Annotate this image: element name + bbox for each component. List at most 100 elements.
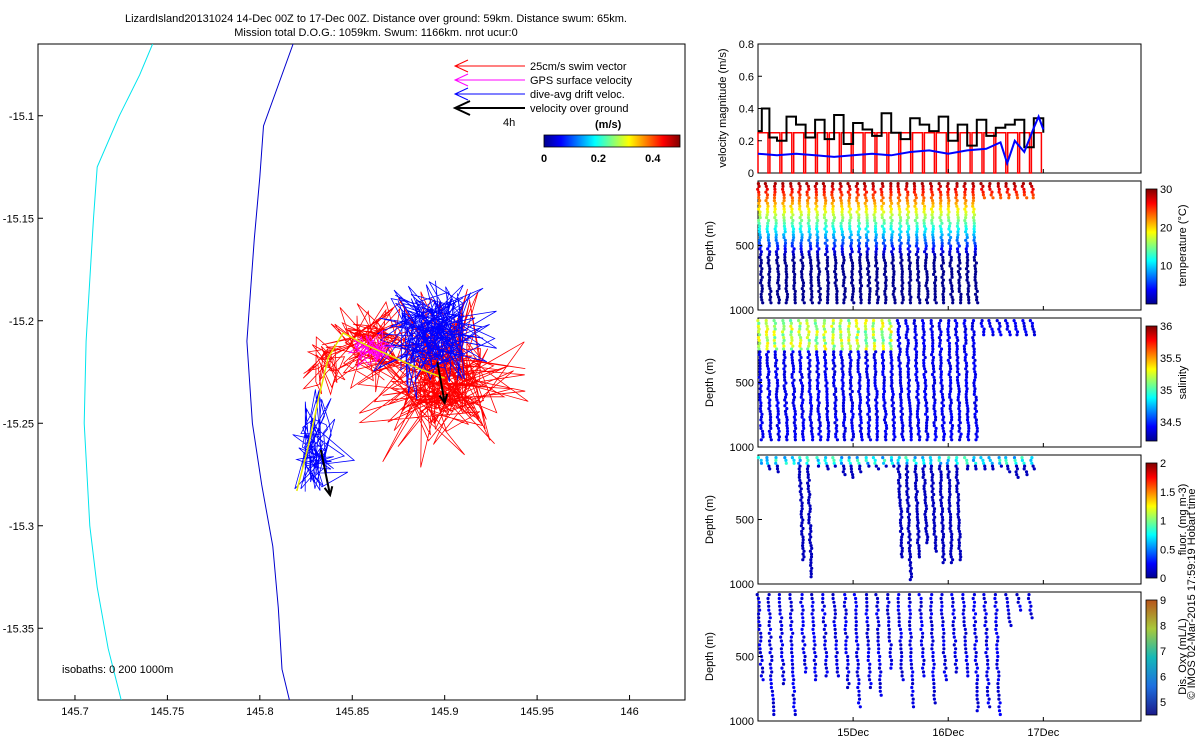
profile-point — [863, 184, 867, 188]
profile-point — [932, 375, 936, 379]
profile-point — [997, 327, 1001, 331]
profile-point — [994, 600, 998, 604]
profile-point — [792, 270, 796, 274]
profile-point — [932, 697, 937, 701]
profile-point — [817, 461, 821, 465]
profile-point — [806, 484, 811, 488]
profile-point — [963, 627, 967, 632]
profile-point — [774, 235, 778, 240]
profile-point — [889, 355, 893, 360]
profile-point — [775, 261, 779, 265]
profile-point — [959, 432, 963, 436]
profile-point — [958, 275, 962, 279]
profile-point — [760, 267, 764, 271]
profile-point — [821, 616, 826, 620]
profile-point — [913, 330, 917, 334]
profile-point — [924, 284, 928, 288]
profile-point — [774, 233, 778, 237]
profile-point — [964, 338, 968, 342]
profile-point — [798, 221, 802, 225]
profile-point — [818, 298, 823, 302]
profile-point — [775, 467, 780, 471]
profile-point — [988, 458, 992, 462]
profile-point — [815, 333, 819, 337]
profile-point — [871, 187, 875, 191]
profile-point — [1006, 608, 1010, 612]
profile-point — [897, 490, 901, 494]
profile-point — [833, 407, 837, 411]
profile-point — [881, 321, 885, 325]
profile-point — [809, 275, 813, 279]
profile-point — [855, 338, 859, 342]
profile-point — [925, 401, 929, 405]
profile-point — [839, 190, 843, 194]
profile-point — [957, 529, 962, 534]
profile-point — [776, 278, 780, 282]
profile-point — [915, 375, 919, 379]
profile-point — [972, 238, 976, 242]
profile-point — [781, 190, 785, 194]
profile-point — [810, 593, 814, 597]
profile-point — [915, 278, 920, 282]
profile-point — [854, 184, 858, 188]
profile-point — [914, 244, 919, 248]
profile-point — [1030, 456, 1034, 460]
profile-point — [941, 518, 945, 522]
profile-point — [789, 193, 793, 197]
profile-point — [834, 258, 838, 262]
profile-point — [865, 596, 869, 601]
profile-point — [855, 341, 860, 345]
profile-point — [957, 401, 962, 405]
profile-point — [947, 353, 951, 357]
profile-point — [887, 319, 891, 323]
profile-point — [823, 344, 827, 348]
profile-point — [915, 370, 919, 374]
profile-point — [958, 552, 962, 556]
profile-point — [793, 432, 798, 436]
profile-point — [806, 184, 811, 188]
map-y-tick-label: -15.1 — [9, 111, 34, 123]
profile-point — [849, 398, 854, 402]
profile-point — [933, 270, 937, 274]
profile-point — [967, 424, 971, 428]
profile-point — [832, 620, 836, 624]
profile-point — [880, 224, 885, 228]
profile-point — [766, 596, 770, 601]
profile-point — [923, 389, 927, 394]
profile-point — [850, 281, 854, 285]
profile-point — [764, 184, 768, 188]
profile-point — [788, 593, 792, 597]
profile-point — [925, 532, 929, 536]
profile-point — [867, 409, 872, 413]
profile-point — [1015, 330, 1020, 334]
profile-point — [775, 358, 779, 362]
profile-point — [782, 321, 786, 325]
profile-point — [947, 501, 952, 505]
profile-point — [951, 558, 955, 562]
profile-point — [831, 221, 835, 225]
profile-point — [801, 384, 805, 388]
profile-point — [939, 355, 943, 360]
profile-point — [798, 324, 802, 328]
profile-point — [928, 456, 933, 460]
profile-point — [909, 295, 913, 299]
profile-point — [866, 364, 870, 368]
profile-point — [758, 247, 762, 251]
profile-point — [1012, 182, 1016, 186]
profile-point — [915, 490, 919, 494]
depth-tick-label: 500 — [736, 241, 754, 253]
profile-point — [905, 498, 909, 502]
profile-point — [810, 289, 814, 293]
profile-point — [897, 481, 901, 485]
profile-point — [849, 230, 853, 234]
profile-point — [946, 458, 950, 462]
profile-point — [856, 333, 860, 337]
profile-point — [782, 199, 786, 203]
profile-point — [867, 298, 871, 302]
profile-point — [940, 407, 944, 411]
profile-point — [1015, 193, 1019, 197]
profile-point — [986, 662, 990, 666]
profile-point — [808, 418, 813, 422]
profile-point — [768, 651, 772, 655]
profile-point — [882, 238, 887, 242]
